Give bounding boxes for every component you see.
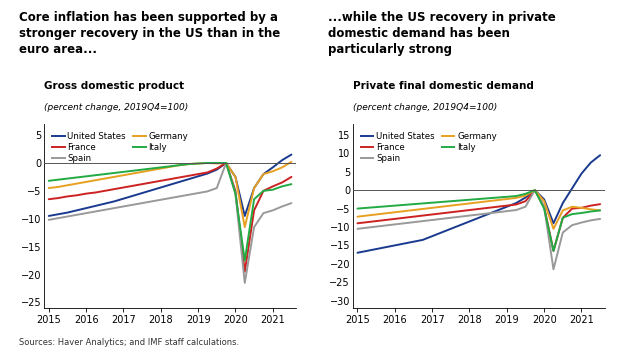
Text: ...while the US recovery in private
domestic demand has been
particularly strong: ...while the US recovery in private dome… [328,11,556,56]
Legend: United States, France, Spain, Germany, Italy: United States, France, Spain, Germany, I… [49,128,192,166]
Text: (percent change, 2019Q4=100): (percent change, 2019Q4=100) [44,103,188,112]
Legend: United States, France, Spain, Germany, Italy: United States, France, Spain, Germany, I… [357,128,500,166]
Text: Gross domestic product: Gross domestic product [44,81,184,91]
Text: Sources: Haver Analytics; and IMF staff calculations.: Sources: Haver Analytics; and IMF staff … [19,338,239,347]
Text: Private final domestic demand: Private final domestic demand [353,81,534,91]
Text: Core inflation has been supported by a
stronger recovery in the US than in the
e: Core inflation has been supported by a s… [19,11,280,56]
Text: (percent change, 2019Q4=100): (percent change, 2019Q4=100) [353,103,497,112]
